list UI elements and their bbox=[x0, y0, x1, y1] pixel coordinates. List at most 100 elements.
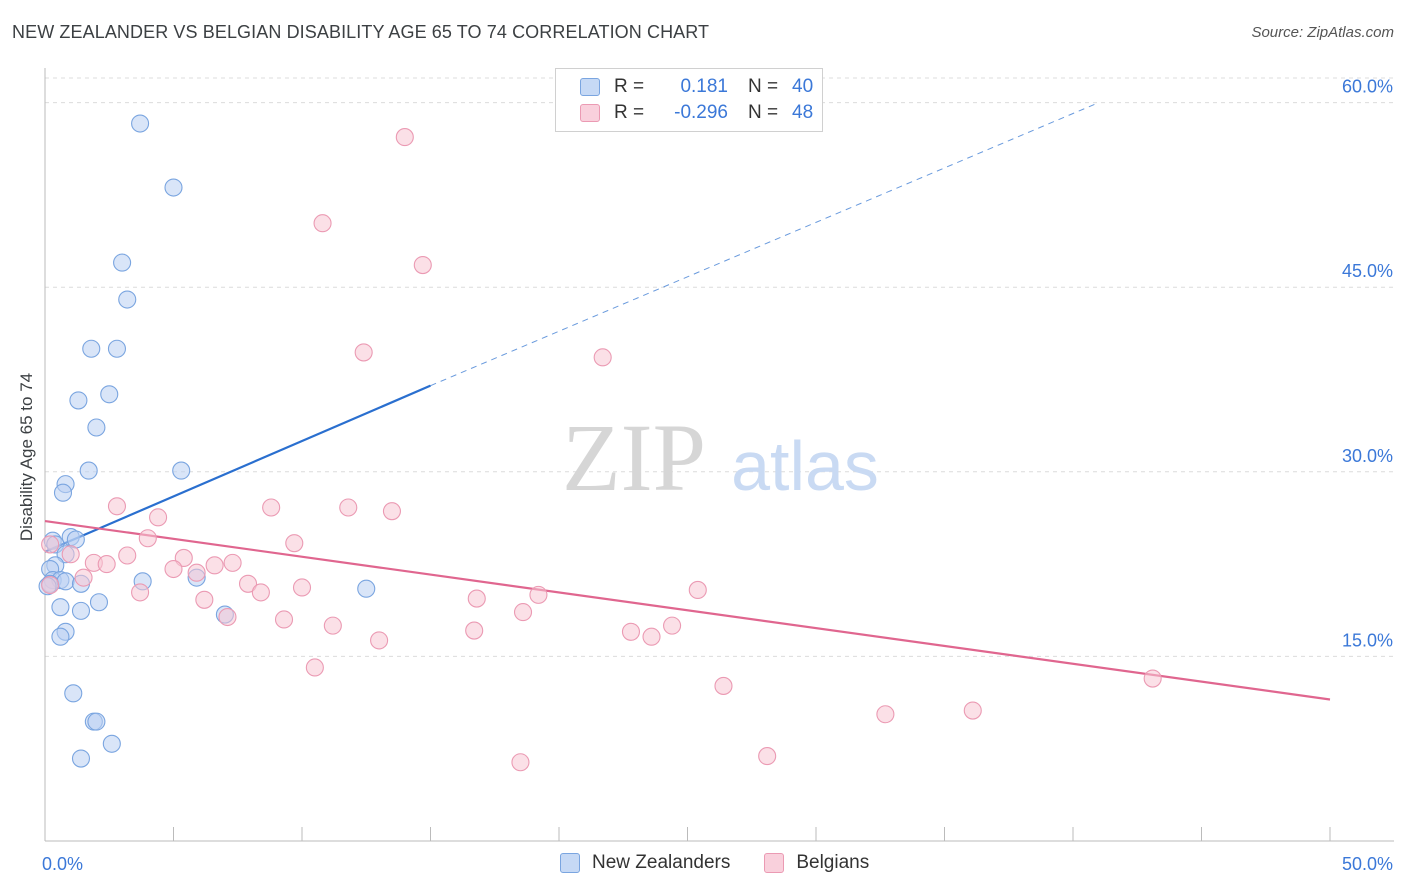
belgian-point bbox=[714, 676, 733, 695]
tick-labels: 15.0% 30.0% 45.0% 60.0% 0.0% 50.0% bbox=[42, 77, 1393, 874]
belgian-point bbox=[688, 580, 707, 599]
belgian-point bbox=[292, 578, 312, 597]
chart-title: NEW ZEALANDER VS BELGIAN DISABILITY AGE … bbox=[12, 22, 710, 42]
source-credit: Source: ZipAtlas.com bbox=[1251, 24, 1394, 41]
grid-lines bbox=[45, 77, 1394, 657]
legend-item-belgians[interactable]: Belgians bbox=[764, 852, 869, 874]
y-axis-label: Disability Age 65 to 74 bbox=[17, 373, 36, 541]
belgian-point bbox=[238, 574, 258, 593]
belgian-point bbox=[593, 348, 612, 367]
belgian-point bbox=[41, 535, 60, 554]
new-zealander-point bbox=[107, 339, 127, 358]
new-zealander-point bbox=[164, 178, 183, 197]
belgian-point bbox=[223, 553, 242, 572]
belgian-point bbox=[187, 563, 206, 582]
legend-row-new-zealanders: R = 0.181 N = 40 bbox=[580, 75, 813, 99]
data-points bbox=[38, 114, 1162, 772]
belgian-point bbox=[413, 256, 432, 275]
new-zealander-point bbox=[102, 734, 121, 753]
y-tick-label: 15.0% bbox=[1342, 630, 1393, 650]
legend-label: Belgians bbox=[796, 852, 870, 873]
legend-n-value: 48 bbox=[792, 102, 814, 123]
belgian-point bbox=[107, 497, 127, 516]
belgian-point bbox=[339, 498, 358, 517]
new-zealander-point bbox=[71, 749, 91, 768]
belgian-point bbox=[663, 616, 682, 635]
belgian-point bbox=[621, 622, 641, 641]
legend-label: New Zealanders bbox=[592, 852, 731, 873]
legend-swatch-blue bbox=[560, 853, 580, 873]
new-zealander-point bbox=[71, 601, 91, 620]
belgian-point bbox=[529, 585, 548, 604]
belgian-point bbox=[138, 529, 157, 548]
axes bbox=[44, 68, 1394, 842]
belgian-point bbox=[97, 555, 116, 574]
trend-lines bbox=[44, 102, 1331, 701]
belgian-point bbox=[370, 631, 389, 650]
legend-swatch-pink bbox=[580, 104, 600, 122]
belgian-point bbox=[467, 589, 486, 608]
belgian-point bbox=[174, 548, 193, 568]
new-zealander-point bbox=[118, 290, 137, 309]
watermark: ZIP atlas bbox=[562, 404, 879, 511]
belgian-point bbox=[251, 583, 270, 602]
belgian-point bbox=[218, 607, 237, 627]
watermark-atlas: atlas bbox=[731, 427, 879, 505]
belgian-point bbox=[1143, 669, 1162, 688]
correlation-legend: R = 0.181 N = 40 R = -0.296 N = 48 bbox=[555, 68, 823, 132]
belgian-point bbox=[205, 556, 224, 575]
belgian-point bbox=[963, 701, 982, 720]
belgian-point bbox=[382, 502, 402, 521]
y-tick-label: 45.0% bbox=[1342, 261, 1393, 281]
x-tick-label: 50.0% bbox=[1342, 854, 1393, 874]
belgian-point bbox=[285, 534, 304, 553]
belgian-point bbox=[465, 621, 484, 640]
belgian-point bbox=[164, 559, 183, 579]
new-zealander-trend-line bbox=[44, 384, 431, 553]
legend-r-value: -0.296 bbox=[674, 102, 728, 123]
legend-n-label: N = bbox=[748, 76, 779, 97]
legend-r-value: 0.181 bbox=[680, 76, 728, 97]
belgian-trend-line bbox=[44, 519, 1331, 701]
new-zealander-point bbox=[79, 461, 98, 480]
belgian-point bbox=[758, 747, 777, 766]
new-zealander-point bbox=[172, 461, 191, 480]
new-zealander-point bbox=[357, 579, 376, 598]
belgian-point bbox=[61, 545, 80, 564]
legend-swatch-pink bbox=[764, 853, 785, 873]
new-zealander-point bbox=[53, 483, 73, 502]
legend-n-label: N = bbox=[748, 102, 779, 123]
new-zealander-point bbox=[64, 684, 83, 703]
belgian-point bbox=[262, 498, 281, 517]
x-tick-label: 0.0% bbox=[42, 854, 83, 874]
belgian-point bbox=[323, 616, 342, 635]
belgian-point bbox=[642, 627, 661, 646]
new-zealander-point bbox=[82, 339, 101, 358]
new-zealander-point bbox=[87, 712, 106, 731]
new-zealander-point bbox=[56, 572, 75, 591]
belgian-point bbox=[41, 575, 60, 595]
belgian-point bbox=[876, 705, 895, 724]
y-tick-label: 30.0% bbox=[1342, 446, 1393, 466]
new-zealander-point bbox=[69, 391, 88, 410]
new-zealander-point bbox=[51, 598, 70, 617]
legend-row-belgians: R = -0.296 N = 48 bbox=[580, 101, 813, 125]
legend-r-label: R = bbox=[614, 102, 645, 123]
new-zealander-point bbox=[51, 627, 70, 646]
new-zealander-point bbox=[113, 253, 132, 272]
belgian-point bbox=[305, 658, 324, 677]
new-zealander-point bbox=[87, 418, 106, 437]
series-legend: New Zealanders Belgians bbox=[560, 852, 903, 874]
legend-item-new-zealanders[interactable]: New Zealanders bbox=[560, 852, 730, 874]
belgian-point bbox=[354, 343, 373, 362]
new-zealander-point bbox=[89, 593, 109, 612]
legend-r-label: R = bbox=[614, 76, 645, 97]
belgian-point bbox=[131, 583, 150, 602]
y-tick-label: 60.0% bbox=[1342, 77, 1393, 97]
legend-n-value: 40 bbox=[792, 76, 814, 97]
belgian-point bbox=[511, 753, 530, 772]
belgian-point bbox=[118, 546, 137, 565]
belgian-point bbox=[395, 128, 414, 147]
belgian-point bbox=[74, 568, 93, 587]
